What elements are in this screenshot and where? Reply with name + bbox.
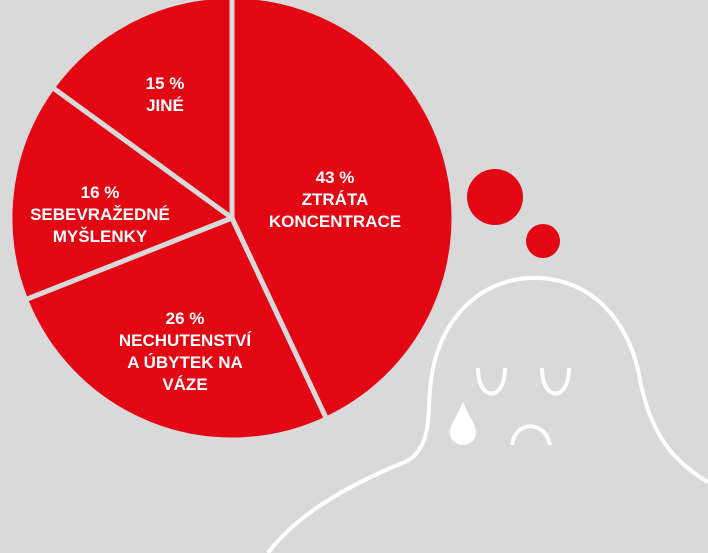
category-label: SEBEVRAŽEDNÉ MYŠLENKY bbox=[30, 204, 170, 248]
page: {"chart_data": {"type": "pie", "categori… bbox=[0, 0, 708, 553]
slice-label: 16 %SEBEVRAŽEDNÉ MYŠLENKY bbox=[30, 182, 170, 248]
value-label: 26 % bbox=[119, 308, 251, 330]
category-label: NECHUTENSTVÍ A ÚBYTEK NA VÁZE bbox=[119, 330, 251, 396]
category-label: JINÉ bbox=[146, 95, 185, 117]
category-label: ZTRÁTA KONCENTRACE bbox=[269, 189, 401, 233]
value-label: 16 % bbox=[30, 182, 170, 204]
mouth bbox=[512, 426, 550, 445]
eye bbox=[542, 368, 569, 394]
eye bbox=[478, 368, 505, 394]
slice-label: 26 %NECHUTENSTVÍ A ÚBYTEK NA VÁZE bbox=[119, 308, 251, 396]
thought-bubble bbox=[526, 224, 560, 258]
chart bbox=[0, 0, 708, 553]
tear bbox=[450, 402, 476, 445]
thought-bubble bbox=[467, 169, 523, 225]
slice-label: 43 %ZTRÁTA KONCENTRACE bbox=[269, 167, 401, 233]
slice-label: 15 %JINÉ bbox=[146, 73, 185, 117]
value-label: 43 % bbox=[269, 167, 401, 189]
value-label: 15 % bbox=[146, 73, 185, 95]
